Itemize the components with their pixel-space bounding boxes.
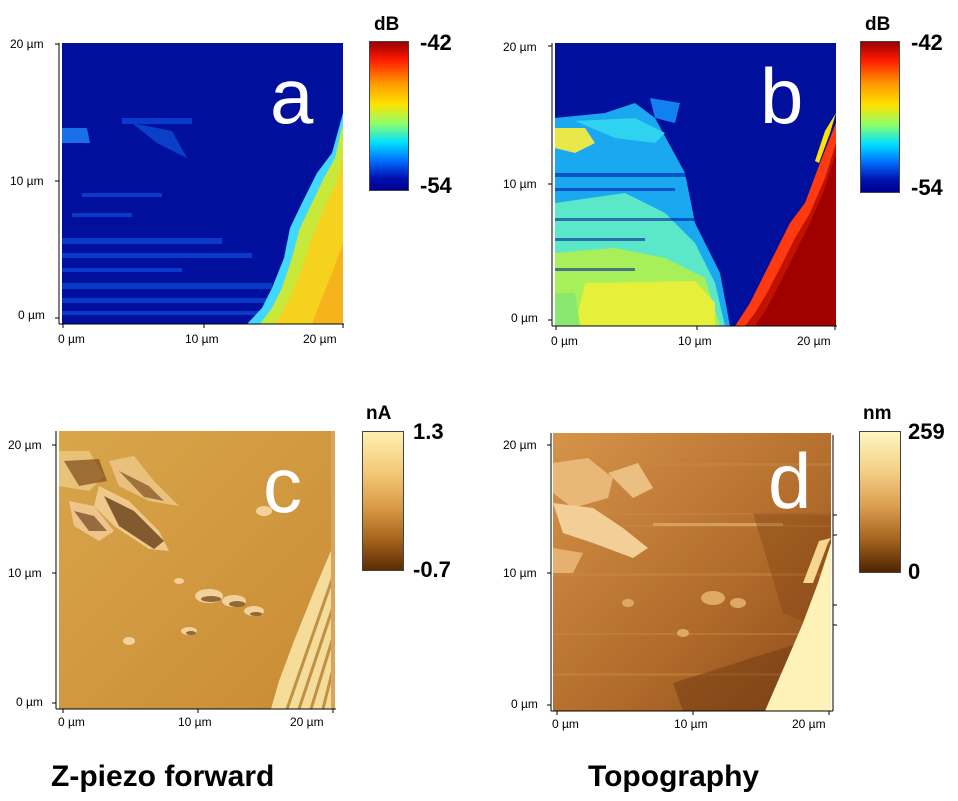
panel-d-colorbar-max: 259 <box>908 419 945 444</box>
panel-d-ytick-0: 0 µm <box>511 697 538 711</box>
caption-topography: Topography <box>588 760 760 793</box>
panel-a-colorbar-min: -54 <box>420 173 452 198</box>
panel-c-colorbar <box>362 431 404 571</box>
panel-c: c 20 µm 10 µm 0 µm 0 µm 10 µm 20 µm nA 1… <box>0 395 479 729</box>
panel-d-xtick-0: 0 µm <box>552 717 579 731</box>
panel-a-axes <box>55 43 344 328</box>
panel-b-colorbar-min: -54 <box>911 175 943 200</box>
panel-a-image <box>62 43 343 324</box>
panel-b-ytick-20: 20 µm <box>503 40 537 54</box>
panel-a-colorbar <box>369 41 409 191</box>
panel-b-colorbar <box>860 41 900 193</box>
panel-b-ytick-0: 0 µm <box>511 311 538 325</box>
panel-d-colorbar-unit: nm <box>863 403 892 424</box>
panel-b-ytick-10: 10 µm <box>503 177 537 191</box>
panel-c-xtick-10: 10 µm <box>178 715 212 729</box>
panel-c-xtick-0: 0 µm <box>58 715 85 729</box>
panel-a-colorbar-max: -42 <box>420 30 452 55</box>
panel-d-ytick-20: 20 µm <box>503 438 537 452</box>
panel-a-xtick-10: 10 µm <box>185 332 219 346</box>
panel-b-image <box>555 43 836 326</box>
panel-d-xtick-10: 10 µm <box>674 717 708 731</box>
panel-c-ytick-0: 0 µm <box>16 695 43 709</box>
panel-b-xtick-10: 10 µm <box>678 334 712 348</box>
panel-b: b 20 µm 10 µm 0 µm 0 µm 10 µm 20 µm dB -… <box>479 0 958 360</box>
panel-c-image <box>59 431 335 709</box>
panel-b-letter: b <box>760 52 804 140</box>
panel-c-colorbar-unit: nA <box>366 403 392 424</box>
panel-a-xtick-20: 20 µm <box>303 332 337 346</box>
panel-a-colorbar-unit: dB <box>374 14 400 35</box>
panel-d-colorbar-min: 0 <box>908 559 921 584</box>
panel-c-colorbar-min: -0.7 <box>413 557 451 582</box>
panel-b-colorbar-unit: dB <box>865 14 891 35</box>
panel-d-image <box>553 433 831 711</box>
panel-a-letter: a <box>270 52 314 140</box>
panel-d-ytick-10: 10 µm <box>503 566 537 580</box>
panel-d-axes <box>547 433 837 715</box>
panel-c-axes <box>52 431 336 713</box>
panel-d: d 20 µm 10 µm 0 µm 0 µm 10 µm 20 µm nm 2… <box>479 395 958 731</box>
panel-a-ytick-10: 10 µm <box>10 174 44 188</box>
panel-d-letter: d <box>768 437 812 525</box>
panel-b-colorbar-max: -42 <box>911 30 943 55</box>
panel-c-xtick-20: 20 µm <box>290 715 324 729</box>
panel-d-colorbar <box>859 431 901 573</box>
panel-c-colorbar-max: 1.3 <box>413 419 444 444</box>
panel-b-xtick-20: 20 µm <box>797 334 831 348</box>
panel-c-ytick-10: 10 µm <box>8 566 42 580</box>
panel-c-letter: c <box>263 441 302 529</box>
panel-d-xtick-20: 20 µm <box>792 717 826 731</box>
caption-z-piezo-forward: Z-piezo forward <box>51 760 275 793</box>
panel-b-xtick-0: 0 µm <box>551 334 578 348</box>
panel-a-ytick-20: 20 µm <box>10 37 44 51</box>
panel-b-axes <box>548 43 837 330</box>
panel-c-ytick-20: 20 µm <box>8 438 42 452</box>
panel-a-xtick-0: 0 µm <box>58 332 85 346</box>
panel-a-ytick-0: 0 µm <box>18 308 45 322</box>
panel-a: a 20 µm 10 µm 0 µm 0 µm 10 µm 20 µm dB -… <box>0 0 479 360</box>
